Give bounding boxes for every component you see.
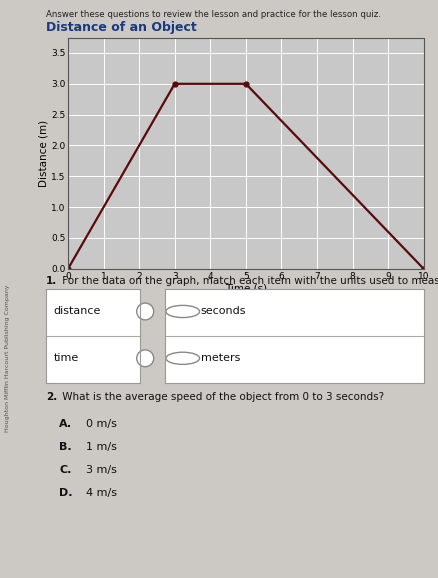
Text: 0 m/s: 0 m/s bbox=[85, 419, 116, 429]
Circle shape bbox=[136, 350, 153, 366]
Text: seconds: seconds bbox=[201, 306, 246, 317]
Text: C.: C. bbox=[59, 465, 71, 475]
Text: For the data on the graph, match each item with the units used to measure the da: For the data on the graph, match each it… bbox=[59, 276, 438, 286]
Text: 4 m/s: 4 m/s bbox=[85, 488, 117, 498]
Text: Distance of an Object: Distance of an Object bbox=[46, 21, 196, 34]
Text: Answer these questions to review the lesson and practice for the lesson quiz.: Answer these questions to review the les… bbox=[46, 10, 380, 20]
Circle shape bbox=[166, 352, 199, 364]
Circle shape bbox=[166, 305, 199, 317]
Text: 3 m/s: 3 m/s bbox=[85, 465, 116, 475]
Text: A.: A. bbox=[59, 419, 72, 429]
Text: 1.: 1. bbox=[46, 276, 57, 286]
Text: distance: distance bbox=[53, 306, 101, 317]
Text: 2.: 2. bbox=[46, 392, 57, 402]
Circle shape bbox=[136, 303, 153, 320]
Text: Houghton Mifflin Harcourt Publishing Company: Houghton Mifflin Harcourt Publishing Com… bbox=[5, 284, 11, 432]
Text: B.: B. bbox=[59, 442, 72, 452]
Text: 1 m/s: 1 m/s bbox=[85, 442, 116, 452]
Text: meters: meters bbox=[201, 353, 240, 364]
X-axis label: Time (s): Time (s) bbox=[224, 283, 266, 293]
Y-axis label: Distance (m): Distance (m) bbox=[38, 120, 48, 187]
Text: time: time bbox=[53, 353, 79, 364]
Text: What is the average speed of the object from 0 to 3 seconds?: What is the average speed of the object … bbox=[59, 392, 384, 402]
Text: D.: D. bbox=[59, 488, 73, 498]
